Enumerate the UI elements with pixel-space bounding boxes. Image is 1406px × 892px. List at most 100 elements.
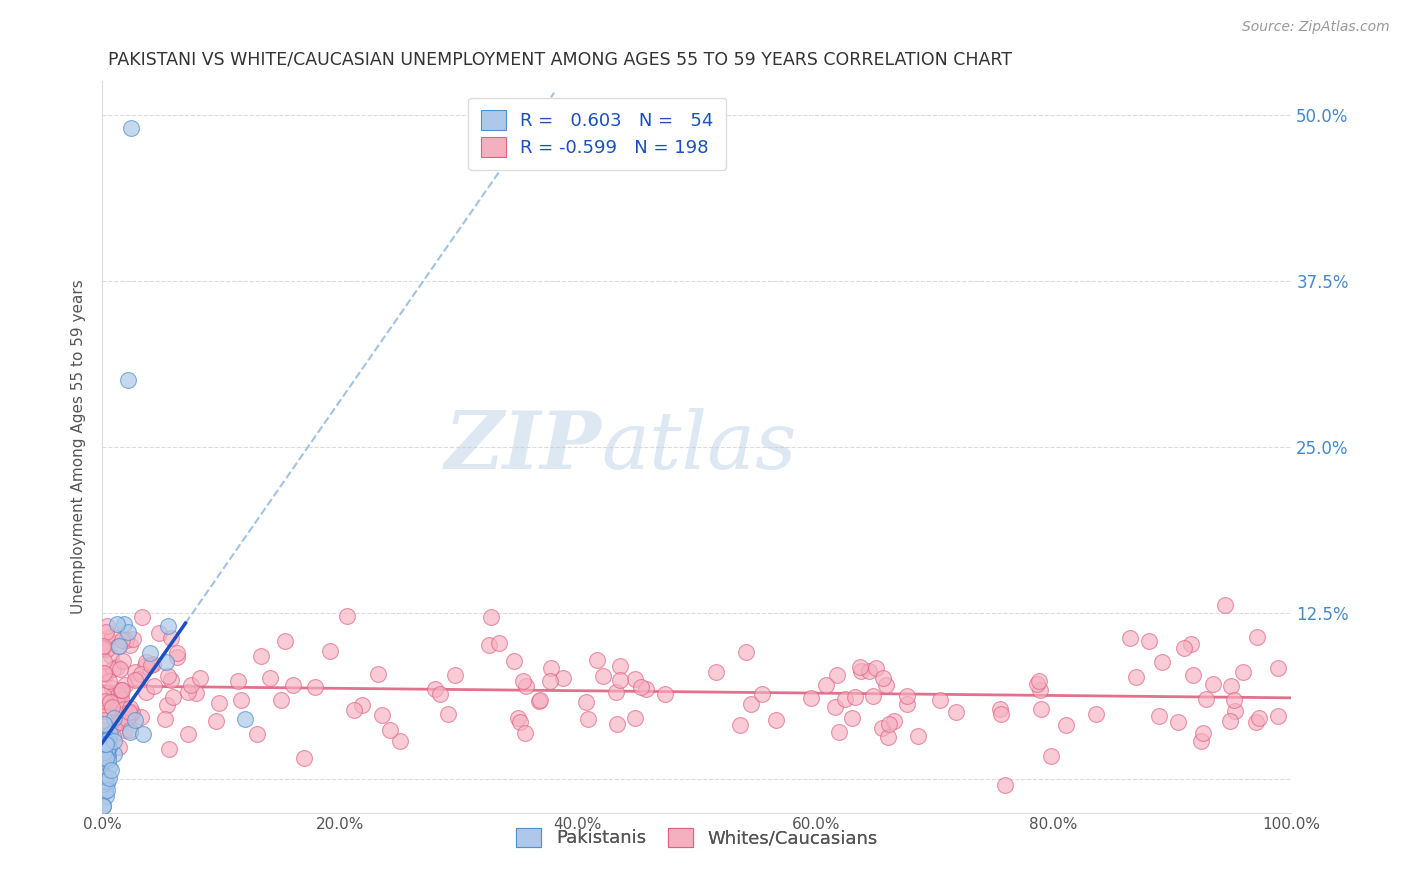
Point bbox=[96, 782, 118, 797]
Point bbox=[94, 694, 117, 708]
Point bbox=[1137, 634, 1160, 648]
Point bbox=[112, 701, 135, 715]
Point bbox=[849, 659, 872, 673]
Point bbox=[121, 632, 143, 646]
Point bbox=[103, 730, 125, 744]
Text: atlas: atlas bbox=[602, 409, 797, 485]
Point bbox=[634, 682, 657, 697]
Point bbox=[94, 737, 117, 751]
Point bbox=[281, 678, 304, 692]
Point bbox=[91, 752, 114, 766]
Point bbox=[97, 748, 120, 763]
Point bbox=[1247, 711, 1270, 725]
Point bbox=[1119, 632, 1142, 646]
Point bbox=[1125, 670, 1147, 684]
Point bbox=[94, 736, 117, 750]
Text: PAKISTANI VS WHITE/CAUCASIAN UNEMPLOYMENT AMONG AGES 55 TO 59 YEARS CORRELATION : PAKISTANI VS WHITE/CAUCASIAN UNEMPLOYMEN… bbox=[108, 51, 1012, 69]
Point bbox=[118, 723, 141, 738]
Point bbox=[93, 665, 115, 680]
Point bbox=[96, 753, 118, 767]
Point bbox=[877, 730, 900, 744]
Point bbox=[96, 631, 118, 645]
Point bbox=[94, 783, 117, 797]
Point bbox=[93, 746, 115, 760]
Point bbox=[740, 697, 762, 711]
Point bbox=[1180, 637, 1202, 651]
Point bbox=[156, 619, 179, 633]
Point bbox=[229, 693, 252, 707]
Point bbox=[111, 632, 134, 647]
Point bbox=[1202, 677, 1225, 691]
Point bbox=[103, 733, 125, 747]
Point bbox=[388, 734, 411, 748]
Point bbox=[101, 629, 124, 643]
Point bbox=[319, 644, 342, 658]
Point bbox=[1267, 708, 1289, 723]
Point bbox=[101, 700, 124, 714]
Point bbox=[96, 746, 118, 760]
Point bbox=[1084, 706, 1107, 721]
Point bbox=[117, 624, 139, 639]
Point bbox=[503, 654, 526, 668]
Point bbox=[91, 742, 114, 756]
Point bbox=[609, 673, 631, 688]
Point bbox=[91, 780, 114, 795]
Point bbox=[304, 680, 326, 694]
Point bbox=[121, 706, 143, 720]
Point bbox=[814, 678, 837, 692]
Point bbox=[765, 713, 787, 727]
Point bbox=[1223, 705, 1246, 719]
Point bbox=[108, 662, 131, 676]
Point bbox=[1244, 715, 1267, 730]
Point bbox=[96, 619, 118, 633]
Point bbox=[131, 610, 153, 624]
Point bbox=[124, 673, 146, 687]
Point bbox=[94, 750, 117, 764]
Point bbox=[98, 674, 121, 689]
Point bbox=[107, 660, 129, 674]
Point bbox=[800, 690, 823, 705]
Point bbox=[103, 711, 125, 725]
Point bbox=[155, 712, 177, 726]
Point bbox=[751, 687, 773, 701]
Point bbox=[728, 718, 751, 732]
Point bbox=[423, 681, 446, 696]
Point bbox=[142, 657, 165, 671]
Point bbox=[865, 661, 887, 675]
Point bbox=[1223, 692, 1246, 706]
Point bbox=[97, 739, 120, 754]
Point bbox=[107, 639, 129, 653]
Point bbox=[735, 645, 758, 659]
Point bbox=[1028, 674, 1050, 689]
Point bbox=[118, 725, 141, 739]
Point bbox=[97, 740, 120, 755]
Point bbox=[117, 374, 139, 388]
Point bbox=[107, 689, 129, 703]
Point bbox=[110, 683, 132, 698]
Point bbox=[1039, 748, 1062, 763]
Point bbox=[226, 673, 249, 688]
Point bbox=[883, 714, 905, 728]
Point bbox=[508, 711, 530, 725]
Point bbox=[188, 671, 211, 685]
Point bbox=[233, 713, 256, 727]
Point bbox=[204, 714, 226, 728]
Point bbox=[1150, 655, 1173, 669]
Point bbox=[91, 798, 114, 813]
Point bbox=[896, 689, 918, 703]
Point bbox=[624, 711, 647, 725]
Point bbox=[184, 686, 207, 700]
Point bbox=[1029, 683, 1052, 698]
Point bbox=[654, 688, 676, 702]
Point bbox=[110, 686, 132, 700]
Point bbox=[127, 672, 149, 686]
Point bbox=[117, 713, 139, 727]
Point bbox=[91, 798, 114, 813]
Point bbox=[1195, 692, 1218, 706]
Point bbox=[704, 665, 727, 680]
Point bbox=[160, 673, 183, 687]
Point bbox=[877, 716, 900, 731]
Point bbox=[585, 653, 607, 667]
Point bbox=[875, 678, 897, 692]
Point bbox=[111, 710, 134, 724]
